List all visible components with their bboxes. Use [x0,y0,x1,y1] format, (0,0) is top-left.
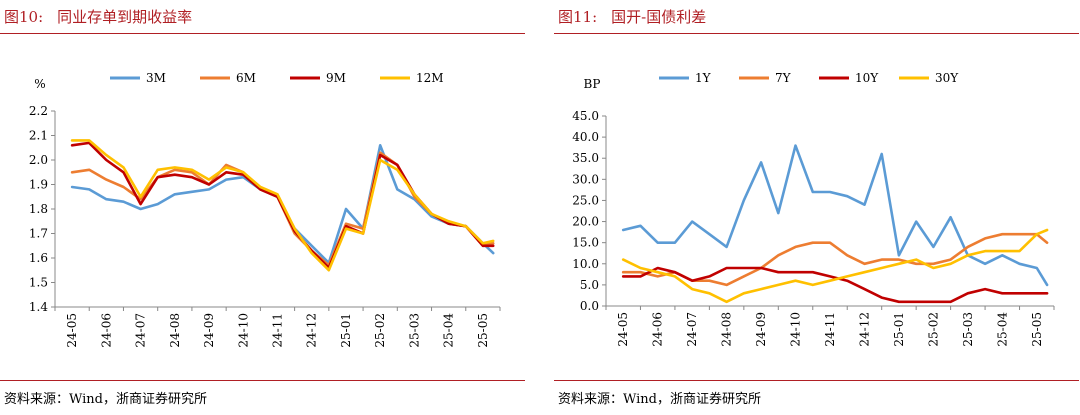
y-tick-label: 2.2 [29,104,48,118]
series-line-30Y [621,228,1049,304]
x-tick-label: 25-05 [476,313,490,348]
legend-label: 6M [236,71,256,85]
legend-label: 30Y [935,71,959,85]
y-tick-label: 10.0 [572,257,599,271]
line-chart: % 1.4 1.5 1.6 1.7 1.8 1.9 2.0 2.1 2.2 24-05 24-06 24… [29,71,501,348]
x-tick-label: 24-07 [685,312,699,347]
panel-spread-chart: 图11: 国开-国债利差 BP 0.0 5.0 10.0 15.0 20.0 25.0 30.0… [554,0,1079,415]
source-note: 资料来源：Wind，浙商证券研究所 [558,392,761,407]
figure-title-text: 国开-国债利差 [611,8,707,26]
x-tick-label: 24-12 [857,312,871,347]
y-tick-label: 45.0 [572,109,599,123]
x-tick-label: 24-08 [168,313,182,348]
legend-label: 1Y [695,71,712,85]
y-tick-label: 2.0 [29,153,48,167]
x-tick-label: 25-01 [892,312,906,347]
series-line-12M [70,139,495,272]
x-tick-label: 24-10 [236,313,250,348]
figure-number: 图10: [4,8,44,26]
y-tick-label: 1.5 [29,276,48,290]
source-divider [0,380,525,381]
y-tick-label: 1.8 [29,202,48,216]
x-tick-label: 24-06 [99,313,113,348]
x-tick-label: 24-05 [616,312,630,347]
y-tick-label: 40.0 [572,130,599,144]
y-tick-label: 20.0 [572,215,599,229]
y-tick-label: 1.6 [29,251,48,265]
title-divider [554,33,1079,34]
x-tick-label: 24-11 [271,313,285,348]
line-chart: BP 0.0 5.0 10.0 15.0 20.0 25.0 30.0 35.0 40.0 45.0… [572,71,1055,347]
y-axis-label: BP [584,77,601,91]
y-tick-label: 2.1 [29,129,48,143]
figure-title: 图11: 国开-国债利差 [558,6,706,27]
y-tick-label: 1.9 [29,178,48,192]
y-tick-label: 1.7 [29,227,48,241]
legend-label: 10Y [855,71,879,85]
x-tick-label: 25-02 [373,313,387,348]
x-tick-label: 25-05 [1030,312,1044,347]
x-tick-label: 25-03 [961,312,975,347]
x-tick-label: 25-04 [995,312,1009,347]
figure-title-text: 同业存单到期收益率 [57,8,193,26]
y-axis-label: % [34,77,45,91]
x-tick-label: 24-12 [305,313,319,348]
x-tick-label: 24-07 [134,313,148,348]
x-tick-label: 24-09 [202,313,216,348]
panel-yield-chart: 图10: 同业存单到期收益率 % 1.4 1.5 1.6 1.7 1.8 1.9 2.0 2.1 2… [0,0,525,415]
y-tick-label: 5.0 [580,278,599,292]
y-tick-label: 30.0 [572,172,599,186]
x-tick-label: 24-08 [720,312,734,347]
legend-label: 9M [326,71,346,85]
x-tick-label: 24-10 [789,312,803,347]
x-tick-label: 24-05 [65,313,79,348]
y-tick-label: 35.0 [572,151,599,165]
source-divider [554,380,1079,381]
source-note: 资料来源：Wind，浙商证券研究所 [4,392,207,407]
x-tick-label: 25-01 [339,313,353,348]
x-tick-label: 25-02 [926,312,940,347]
x-tick-label: 25-04 [442,313,456,348]
figure-title: 图10: 同业存单到期收益率 [4,6,192,27]
legend-label: 7Y [775,71,792,85]
legend-label: 12M [416,71,444,85]
figure-number: 图11: [558,8,598,26]
legend-label: 3M [146,71,166,85]
x-tick-label: 25-03 [407,313,421,348]
y-tick-label: 0.0 [580,299,599,313]
x-tick-label: 24-06 [651,312,665,347]
y-tick-label: 25.0 [572,193,599,207]
series-line-1Y [621,144,1049,287]
y-tick-label: 1.4 [29,300,48,314]
x-tick-label: 24-11 [823,312,837,347]
x-tick-label: 24-09 [754,312,768,347]
y-tick-label: 15.0 [572,236,599,250]
title-divider [0,33,525,34]
